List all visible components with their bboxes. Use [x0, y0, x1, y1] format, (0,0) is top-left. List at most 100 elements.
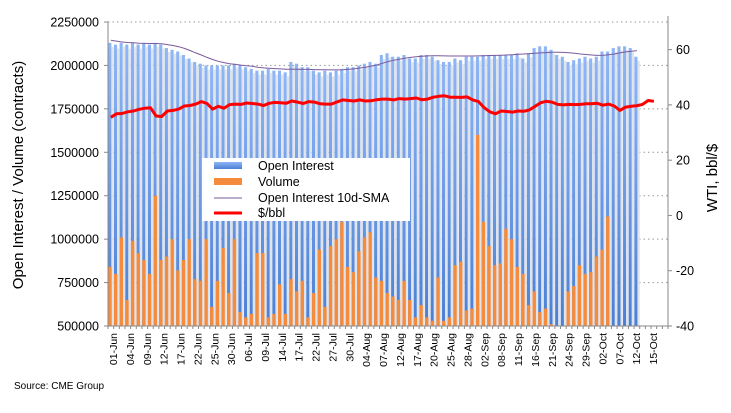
- volume-bar: [311, 292, 316, 326]
- volume-bar: [379, 280, 384, 326]
- open-interest-bar-shadow: [196, 65, 199, 326]
- open-interest-bar: [458, 60, 463, 327]
- open-interest-bar: [419, 55, 423, 327]
- open-interest-bar: [498, 55, 502, 327]
- volume-bar: [113, 273, 118, 326]
- x-axis-tick-label: 12-Oct: [631, 333, 643, 365]
- open-interest-bar-shadow: [145, 46, 148, 327]
- left-axis-ticks: 2250000 2000000 1750000 1500000 1250000 10000…: [50, 16, 108, 334]
- open-interest-bar-shadow: [513, 59, 516, 327]
- volume-bar: [391, 296, 395, 326]
- volume-bar: [470, 308, 474, 326]
- volume-bar: [492, 265, 497, 326]
- open-interest-bar: [198, 63, 202, 326]
- right-axis-ticks: 60 40 20 0 -20 -40: [668, 43, 694, 334]
- legend-label-volume: Volume: [258, 175, 300, 189]
- volume-bar: [153, 195, 157, 326]
- x-axis-tick-label: 06-Jul: [243, 333, 255, 362]
- left-axis-tick-label: 1750000: [50, 102, 99, 116]
- x-axis-tick-label: 30-Jun: [226, 333, 238, 365]
- volume-bar: [594, 256, 599, 326]
- open-interest-bar-shadow: [139, 48, 142, 326]
- volume-bar: [187, 239, 191, 326]
- open-interest-bar-shadow: [111, 46, 114, 327]
- open-interest-bar-shadow: [467, 60, 471, 326]
- open-interest-bar-shadow: [479, 60, 482, 326]
- volume-bar: [589, 272, 593, 326]
- volume-bar: [345, 266, 350, 326]
- price-line: [110, 94, 655, 119]
- open-interest-bar-shadow: [563, 60, 567, 326]
- open-interest-bar: [555, 55, 559, 327]
- volume-bar: [475, 134, 480, 326]
- open-interest-bar-shadow: [422, 59, 425, 327]
- open-interest-bar-shadow: [473, 60, 476, 326]
- open-interest-bar: [526, 53, 530, 327]
- open-interest-bar-shadow: [411, 62, 414, 326]
- volume-bar: [244, 317, 248, 326]
- open-interest-bar-shadow: [529, 57, 533, 327]
- x-axis-tick-label: 09-Jul: [260, 333, 272, 362]
- open-interest-bar: [492, 55, 497, 327]
- open-interest-bar-shadow: [580, 62, 584, 326]
- open-interest-bar-shadow: [162, 48, 165, 326]
- volume-bar: [164, 256, 169, 326]
- open-interest-bar: [566, 61, 570, 326]
- open-interest-bar: [113, 44, 118, 326]
- volume-bar: [221, 247, 225, 326]
- left-axis-tick-label: 1000000: [50, 233, 99, 247]
- volume-bar: [142, 259, 146, 326]
- right-axis-tick-label: 60: [676, 43, 690, 57]
- volume-bar: [498, 263, 502, 326]
- open-interest-bar: [538, 46, 542, 326]
- right-axis-tick-label: 20: [676, 154, 690, 168]
- volume-bar: [306, 317, 310, 326]
- volume-bar: [210, 306, 214, 326]
- open-interest-bar: [509, 55, 514, 327]
- source-note: Source: CME Group: [14, 381, 104, 392]
- open-interest-bar-shadow: [190, 62, 193, 326]
- x-axis-tick-label: 25-Jun: [209, 333, 221, 365]
- open-interest-bar: [464, 56, 468, 326]
- volume-bar: [425, 317, 429, 326]
- volume-bar: [481, 221, 486, 326]
- price-line-group: [110, 94, 655, 119]
- open-interest-bar-shadow: [134, 46, 137, 327]
- x-axis-tick-label: 12-Aug: [395, 333, 407, 367]
- open-interest-bar: [543, 46, 547, 326]
- open-interest-bar-shadow: [445, 65, 448, 326]
- open-interest-bar-shadow: [597, 60, 601, 326]
- open-interest-bar-shadow: [552, 53, 555, 327]
- volume-bar: [487, 246, 491, 326]
- volume-bar: [357, 251, 361, 326]
- open-interest-bar: [549, 49, 553, 327]
- x-axis-tick-label: 02-Oct: [597, 333, 609, 365]
- legend-label-sma: Open Interest 10d-SMA: [258, 191, 390, 205]
- volume-bar: [504, 228, 508, 326]
- left-axis-tick-label: 1500000: [50, 146, 99, 160]
- open-interest-bar-shadow: [433, 60, 437, 326]
- volume-bar: [442, 320, 446, 326]
- volume-bar: [249, 313, 254, 326]
- volume-bar: [521, 273, 525, 326]
- volume-bar: [351, 272, 355, 326]
- open-interest-bar: [442, 61, 446, 326]
- open-interest-bar: [589, 58, 593, 326]
- volume-bar: [549, 324, 553, 326]
- open-interest-bar: [487, 55, 491, 327]
- open-interest-bar: [481, 55, 485, 327]
- x-axis-tick-label: 27-Jul: [327, 333, 339, 362]
- volume-bar: [447, 317, 452, 326]
- open-interest-bar-shadow: [173, 53, 176, 327]
- volume-bar: [402, 280, 406, 326]
- x-axis-tick-label: 14-Jul: [277, 333, 289, 362]
- volume-bar: [193, 279, 197, 326]
- volume-bar: [464, 310, 469, 326]
- volume-bars: [108, 134, 610, 326]
- right-axis-tick-label: -40: [676, 320, 694, 334]
- axes: [107, 16, 669, 327]
- open-interest-bar: [430, 56, 434, 326]
- volume-bar: [334, 239, 338, 326]
